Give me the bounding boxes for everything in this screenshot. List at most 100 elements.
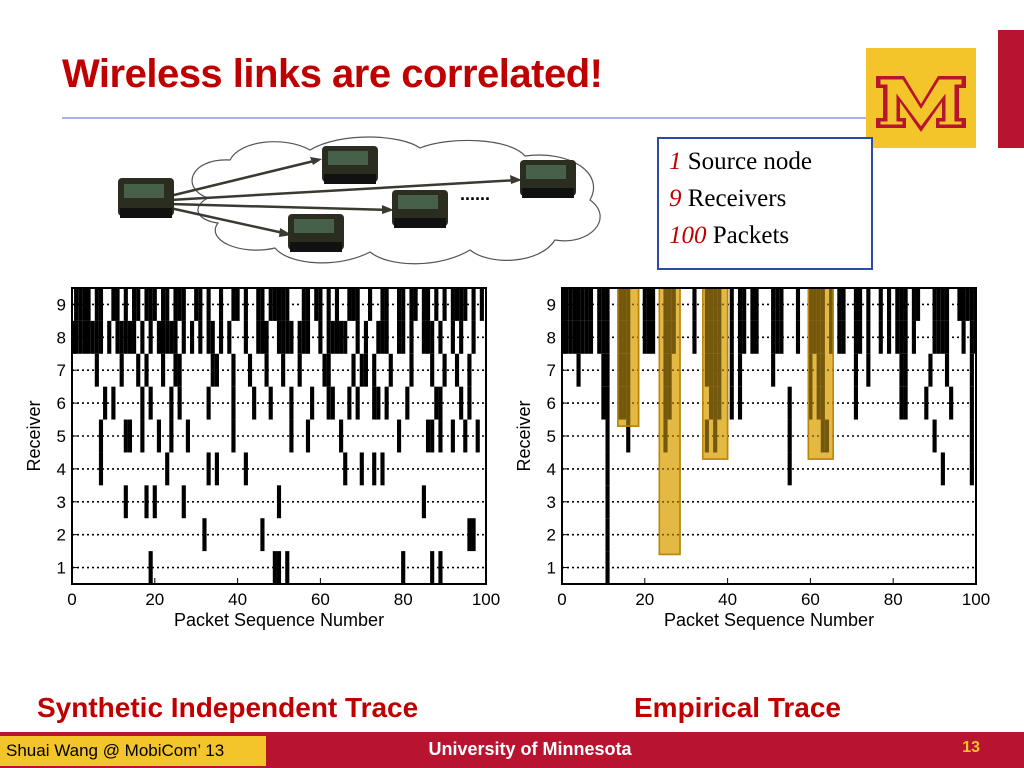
loss-mark (322, 353, 327, 387)
loss-mark (140, 386, 145, 420)
loss-mark (605, 452, 610, 486)
loss-mark (260, 518, 265, 552)
loss-mark (368, 288, 373, 321)
loss-mark (779, 320, 784, 354)
loss-mark (605, 386, 610, 420)
loss-mark (601, 353, 606, 387)
loss-mark (132, 288, 137, 321)
loss-mark (140, 320, 145, 354)
loss-mark (231, 419, 236, 453)
loss-mark (247, 353, 253, 387)
loss-mark (584, 320, 589, 354)
loss-mark (148, 320, 153, 354)
loss-mark (231, 288, 236, 321)
info-line-source: 1 Source node (669, 147, 871, 184)
loss-mark (463, 419, 468, 453)
loss-mark (605, 551, 610, 584)
loss-mark (185, 419, 190, 453)
loss-mark (136, 288, 141, 321)
loss-mark (334, 320, 340, 354)
loss-mark (235, 288, 240, 321)
loss-mark (189, 320, 195, 354)
loss-mark (467, 386, 472, 420)
loss-mark (430, 353, 435, 387)
loss-mark (936, 320, 941, 354)
loss-mark (588, 288, 594, 321)
loss-mark (430, 419, 435, 453)
loss-mark (396, 288, 402, 321)
loss-mark (285, 320, 290, 354)
loss-mark (173, 320, 178, 354)
loss-mark (903, 386, 908, 420)
loss-mark (895, 288, 900, 321)
loss-mark (787, 419, 792, 453)
loss-mark (82, 288, 87, 321)
loss-mark (194, 288, 199, 321)
page-number: 13 (962, 739, 980, 756)
loss-mark (866, 320, 871, 354)
loss-mark (858, 288, 863, 321)
loss-mark (795, 288, 801, 321)
loss-mark (276, 485, 282, 519)
empirical-trace-chart: 1 2 3 4 5 6 7 8 9 0 20 40 60 80 100 Packet Sequence Num… (514, 287, 990, 630)
loss-mark (210, 353, 215, 387)
loss-mark (351, 353, 356, 387)
loss-mark (343, 320, 348, 354)
loss-mark (214, 452, 219, 486)
loss-mark (152, 485, 157, 519)
footer-author: Shuai Wang @ MobiCom’ 13 (0, 736, 266, 766)
loss-mark (314, 288, 319, 321)
loss-mark (969, 452, 974, 486)
loss-mark (886, 288, 892, 321)
loss-mark (276, 288, 282, 321)
loss-mark (330, 320, 335, 354)
loss-mark (969, 288, 974, 321)
loss-mark (206, 288, 211, 321)
loss-mark (742, 288, 747, 321)
loss-mark (438, 320, 443, 354)
loss-mark (169, 419, 174, 453)
loss-mark (853, 288, 859, 321)
loss-mark (123, 320, 128, 354)
loss-mark (584, 288, 589, 321)
loss-mark (642, 288, 647, 321)
loss-mark (940, 288, 945, 321)
highlight-overlay (658, 287, 681, 556)
info-text: Receivers (687, 185, 787, 212)
loss-mark (471, 320, 476, 354)
loss-mark (161, 353, 166, 387)
loss-mark (944, 353, 950, 387)
minnesota-m-icon (876, 76, 966, 132)
loss-mark (231, 386, 236, 420)
info-line-packets: 100 Packets (669, 221, 871, 258)
y-axis-label: Receiver (514, 400, 534, 471)
loss-mark (181, 485, 186, 519)
loss-mark (434, 386, 439, 420)
loss-mark (289, 419, 294, 453)
loss-mark (268, 288, 273, 321)
loss-mark (601, 320, 606, 354)
loss-mark (771, 353, 776, 387)
loss-mark (318, 320, 323, 354)
loss-mark (326, 320, 331, 354)
loss-mark (576, 353, 581, 387)
loss-mark (430, 551, 435, 584)
loss-mark (206, 386, 211, 420)
loss-mark (372, 386, 377, 420)
loss-mark (372, 353, 377, 387)
loss-mark (115, 288, 120, 321)
loss-mark (454, 353, 460, 387)
loss-mark (98, 419, 104, 453)
loss-mark (86, 320, 91, 354)
loss-mark (165, 288, 170, 321)
loss-mark (580, 288, 585, 321)
loss-mark (576, 288, 581, 321)
loss-mark (642, 320, 647, 354)
loss-mark (837, 288, 842, 321)
loss-mark (301, 288, 306, 321)
loss-mark (878, 320, 883, 354)
loss-mark (605, 288, 610, 321)
loss-mark (459, 386, 464, 420)
loss-mark (264, 353, 269, 387)
loss-mark (218, 320, 224, 354)
